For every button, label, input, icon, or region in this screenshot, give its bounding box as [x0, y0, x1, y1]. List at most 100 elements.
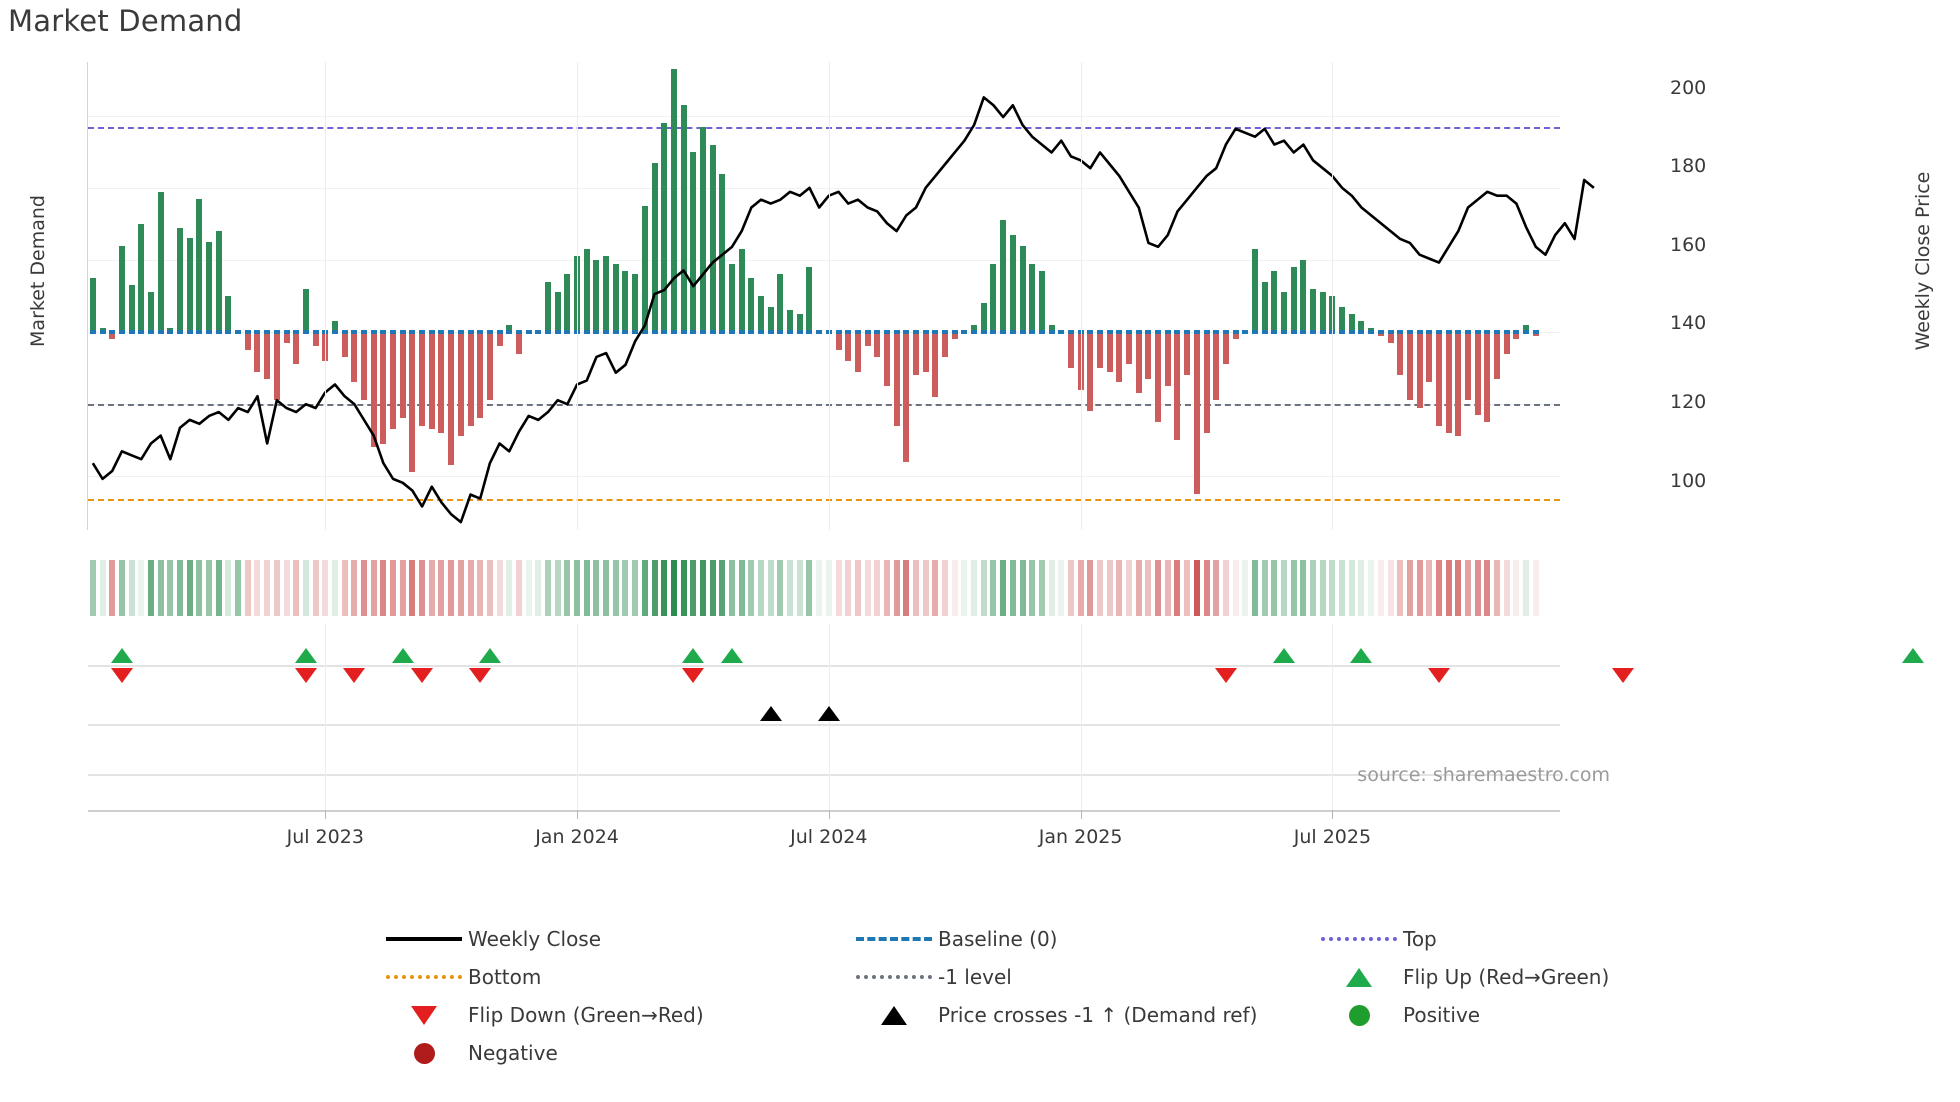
- lane-rule: [88, 665, 1560, 667]
- baseline-segment: [1242, 330, 1249, 334]
- baseline-segment: [1348, 330, 1355, 334]
- demand-bar: [312, 332, 319, 347]
- legend-item[interactable]: Baseline (0): [850, 920, 1315, 958]
- heatmap-cell: [467, 560, 474, 616]
- demand-bar: [1387, 332, 1394, 343]
- demand-bar: [1310, 288, 1317, 332]
- demand-bar: [554, 292, 561, 332]
- legend-row: Negative: [380, 1034, 1630, 1072]
- baseline-segment: [486, 330, 493, 334]
- demand-bar: [1523, 324, 1530, 332]
- heatmap-cell: [186, 560, 193, 616]
- heatmap-cell: [419, 560, 426, 616]
- heatmap-cell: [922, 560, 929, 616]
- legend-item[interactable]: Flip Down (Green→Red): [380, 996, 850, 1034]
- baseline-segment: [264, 330, 271, 334]
- price-cross-neg1-marker: [817, 706, 840, 721]
- baseline-segment: [709, 330, 716, 334]
- lane-rule: [88, 724, 1560, 726]
- demand-bar: [496, 332, 503, 347]
- heatmap-cell: [1106, 560, 1113, 616]
- baseline-segment: [89, 330, 96, 334]
- demand-bar: [438, 332, 445, 433]
- legend-item[interactable]: Price crosses -1 ↑ (Demand ref): [850, 996, 1315, 1034]
- demand-bar: [932, 332, 939, 397]
- baseline-segment: [1135, 330, 1142, 334]
- baseline-segment: [980, 330, 987, 334]
- demand-bar: [796, 314, 803, 332]
- legend-item[interactable]: Weekly Close: [380, 920, 850, 958]
- baseline-segment: [699, 330, 706, 334]
- heatmap-cell: [990, 560, 997, 616]
- heatmap-cell: [738, 560, 745, 616]
- demand-bar: [186, 238, 193, 332]
- heatmap-cell: [351, 560, 358, 616]
- demand-bar: [1455, 332, 1462, 437]
- baseline-segment: [603, 330, 610, 334]
- plot-left-spine: [87, 62, 88, 530]
- baseline-segment: [961, 330, 968, 334]
- baseline-segment: [399, 330, 406, 334]
- demand-bar: [1426, 332, 1433, 383]
- heatmap-cell: [1193, 560, 1200, 616]
- demand-bar: [699, 126, 706, 332]
- heatmap-cell: [1048, 560, 1055, 616]
- demand-bar: [293, 332, 300, 365]
- demand-bar: [109, 332, 116, 340]
- vertical-gridline: [828, 62, 830, 530]
- demand-bar: [758, 296, 765, 332]
- heatmap-cell: [1513, 560, 1520, 616]
- demand-bar: [118, 245, 125, 332]
- demand-bar: [971, 324, 978, 332]
- flip-down-marker: [682, 668, 705, 683]
- baseline-segment: [845, 330, 852, 334]
- baseline-segment: [544, 330, 551, 334]
- baseline-segment: [1523, 330, 1530, 334]
- baseline-segment: [167, 330, 174, 334]
- heatmap-cell: [835, 560, 842, 616]
- demand-bar: [748, 278, 755, 332]
- legend-circle-icon: [1315, 1004, 1403, 1026]
- legend-item[interactable]: Bottom: [380, 958, 850, 996]
- heatmap-cell: [670, 560, 677, 616]
- lane-rule: [88, 774, 1560, 776]
- legend-item-label: Negative: [468, 1041, 558, 1065]
- baseline-segment: [1029, 330, 1036, 334]
- legend-item[interactable]: -1 level: [850, 958, 1315, 996]
- y-axis-right-tick: 100: [1670, 469, 1707, 492]
- baseline-segment: [1251, 330, 1258, 334]
- heatmap-cell: [99, 560, 106, 616]
- demand-bar: [1339, 306, 1346, 332]
- vertical-gridline: [577, 62, 579, 530]
- legend-item[interactable]: Flip Up (Red→Green): [1315, 958, 1615, 996]
- heatmap-cell: [980, 560, 987, 616]
- demand-bar: [583, 249, 590, 332]
- heatmap-cell: [1135, 560, 1142, 616]
- baseline-segment: [370, 330, 377, 334]
- legend-item[interactable]: Negative: [380, 1034, 850, 1072]
- baseline-segment: [380, 330, 387, 334]
- demand-bar: [457, 332, 464, 437]
- heatmap-cell: [1087, 560, 1094, 616]
- demand-bar: [1474, 332, 1481, 415]
- demand-bar: [273, 332, 280, 401]
- demand-bar: [593, 260, 600, 332]
- baseline-segment: [670, 330, 677, 334]
- legend-item-label: Flip Down (Green→Red): [468, 1003, 704, 1027]
- legend-dotted-line-icon: [850, 975, 938, 979]
- heatmap-cell: [380, 560, 387, 616]
- baseline-segment: [690, 330, 697, 334]
- demand-bar: [883, 332, 890, 386]
- baseline-segment: [583, 330, 590, 334]
- baseline-segment: [283, 330, 290, 334]
- demand-intensity-heatmap-strip: [88, 560, 1560, 616]
- legend-down-triangle-icon: [380, 1005, 468, 1025]
- baseline-segment: [622, 330, 629, 334]
- demand-bar: [1135, 332, 1142, 394]
- baseline-segment: [302, 330, 309, 334]
- demand-bar: [835, 332, 842, 350]
- legend-item[interactable]: Top: [1315, 920, 1615, 958]
- legend-item[interactable]: Positive: [1315, 996, 1615, 1034]
- baseline-segment: [1484, 330, 1491, 334]
- demand-bar: [1271, 270, 1278, 332]
